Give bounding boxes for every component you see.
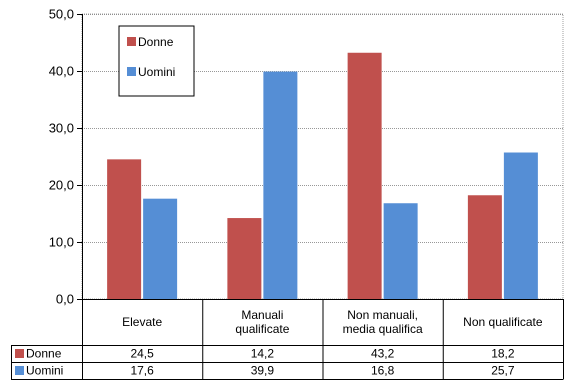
y-tick-label: 50,0 (49, 7, 74, 22)
bar-donne (107, 159, 142, 299)
bar-uomini (263, 71, 298, 299)
category-label: qualificate (235, 322, 289, 336)
table-legend-key (15, 366, 24, 375)
category-label: Manuali (241, 308, 283, 322)
data-label: 24,5 (130, 347, 154, 361)
bar-uomini (503, 152, 538, 299)
bar-uomini (383, 203, 418, 299)
data-label: 43,2 (371, 347, 395, 361)
bar-donne (467, 195, 502, 299)
data-label: 14,2 (251, 347, 275, 361)
data-label: 16,8 (371, 364, 395, 378)
category-label: media qualifica (343, 322, 423, 336)
y-tick-label: 20,0 (49, 178, 74, 193)
series-name: Uomini (26, 364, 63, 378)
table-legend-key (15, 349, 24, 358)
y-tick-label: 10,0 (49, 235, 74, 250)
data-label: 39,9 (251, 364, 275, 378)
legend: Donne Uomini (118, 25, 195, 97)
category-label: Non manuali, (347, 308, 418, 322)
category-label: Non qualificate (463, 315, 543, 329)
bar-donne (227, 218, 262, 299)
bar-uomini (143, 198, 178, 299)
category-label: Elevate (122, 315, 162, 329)
data-label: 17,6 (130, 364, 154, 378)
axes: 0,0 10,0 20,0 30,0 40,0 50,0 (49, 7, 83, 307)
data-label: 18,2 (491, 347, 515, 361)
legend-key (127, 37, 136, 46)
legend-key (127, 67, 136, 76)
data-label: 25,7 (491, 364, 515, 378)
legend-label: Uomini (138, 65, 175, 79)
y-tick-label: 40,0 (49, 64, 74, 79)
legend-label: Donne (138, 35, 174, 49)
y-tick-label: 30,0 (49, 121, 74, 136)
bar-donne (347, 52, 382, 300)
y-tick-label: 0,0 (56, 292, 74, 307)
bars (107, 52, 538, 300)
series-name: Donne (26, 347, 62, 361)
